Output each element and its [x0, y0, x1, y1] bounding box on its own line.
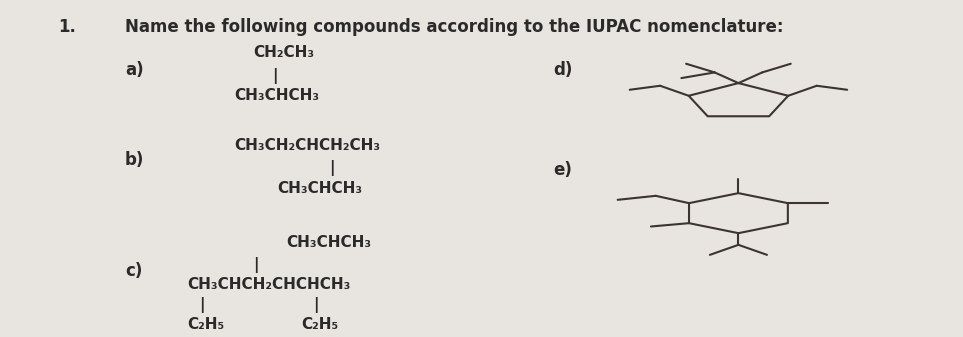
- Text: CH₃CHCH₃: CH₃CHCH₃: [277, 182, 362, 196]
- Text: d): d): [553, 61, 572, 80]
- Text: CH₃CHCH₂CHCHCH₃: CH₃CHCH₂CHCHCH₃: [187, 277, 351, 292]
- Text: 1.: 1.: [59, 18, 76, 36]
- Text: |: |: [253, 256, 259, 273]
- Text: e): e): [553, 161, 572, 180]
- Text: b): b): [125, 151, 144, 170]
- Text: CH₃CH₂CHCH₂CH₃: CH₃CH₂CHCH₂CH₃: [234, 138, 380, 153]
- Text: CH₃CHCH₃: CH₃CHCH₃: [234, 88, 320, 103]
- Text: |: |: [313, 297, 319, 312]
- Text: CH₂CH₃: CH₂CH₃: [253, 45, 315, 60]
- Text: CH₃CHCH₃: CH₃CHCH₃: [287, 235, 372, 250]
- Text: C₂H₅: C₂H₅: [301, 316, 338, 332]
- Text: c): c): [125, 262, 143, 279]
- Text: Name the following compounds according to the IUPAC nomenclature:: Name the following compounds according t…: [125, 18, 784, 36]
- Text: a): a): [125, 61, 143, 80]
- Text: |: |: [273, 68, 278, 84]
- Text: C₂H₅: C₂H₅: [187, 316, 224, 332]
- Text: |: |: [329, 160, 335, 176]
- Text: |: |: [199, 297, 205, 312]
